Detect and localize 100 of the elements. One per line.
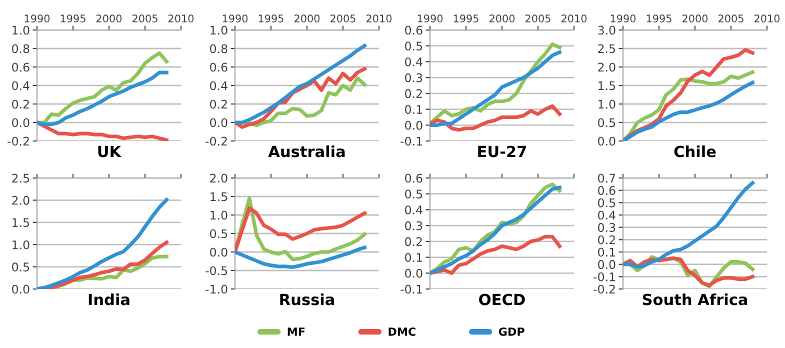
x-tick-label: 2000 xyxy=(294,14,320,22)
x-tick-label: 1995 xyxy=(60,14,86,22)
text: UK xyxy=(98,146,122,158)
line-series xyxy=(37,198,168,289)
y-tick-label: 0.4 xyxy=(598,210,616,220)
y-tick-label: 0.5 xyxy=(598,118,616,128)
y-tick-label: 1.0 xyxy=(12,26,30,35)
x-tick-label: 2010 xyxy=(366,14,392,22)
y-tick-label: 0.4 xyxy=(210,81,228,90)
y-tick-label: -0.2 xyxy=(206,136,227,146)
x-tick-label: 2000 xyxy=(490,14,515,22)
y-tick-label: 2.5 xyxy=(12,174,30,183)
x-tick-label: 1990 xyxy=(418,14,443,22)
x-tick-label: 2010 xyxy=(562,14,587,22)
text: Russia xyxy=(280,293,334,306)
y-tick-label: 2.0 xyxy=(210,174,228,183)
y-tick-label: -0.1 xyxy=(594,272,615,282)
text: India xyxy=(88,293,130,306)
text: OECD xyxy=(479,294,525,306)
y-tick-label: -0.5 xyxy=(206,266,228,276)
x-tick-label: 2005 xyxy=(330,14,356,22)
y-tick-label: 0.5 xyxy=(405,190,422,199)
y-tick-label: 2.0 xyxy=(12,196,30,205)
y-tick-label: 0.2 xyxy=(598,235,615,244)
y-tick-label: -0.2 xyxy=(8,136,29,146)
y-tick-label: 0.0 xyxy=(598,260,616,269)
y-tick-label: 0.2 xyxy=(405,89,422,98)
y-tick-label: 0.7 xyxy=(598,174,616,183)
y-tick-label: 0.4 xyxy=(405,205,422,214)
y-tick-label: 0.2 xyxy=(12,100,29,109)
y-tick-label: 0.5 xyxy=(405,42,422,51)
y-tick-label: 0.5 xyxy=(598,198,616,208)
y-tick-label: 1.0 xyxy=(598,100,616,109)
text: Australia xyxy=(268,145,345,158)
x-tick-label: 2000 xyxy=(96,14,122,22)
y-tick-label: 0.2 xyxy=(405,237,422,246)
y-tick-label: 0.0 xyxy=(12,284,30,294)
line-series xyxy=(235,206,366,254)
y-tick-label: 0.0 xyxy=(210,118,228,128)
x-tick-label: 2005 xyxy=(718,14,744,22)
y-tick-label: -0.1 xyxy=(400,136,422,146)
y-tick-label: 0.3 xyxy=(405,73,422,82)
line-series xyxy=(430,104,562,132)
y-tick-label: 1.0 xyxy=(12,240,30,250)
y-tick-label: 1.5 xyxy=(12,218,30,228)
y-tick-label: 0.3 xyxy=(405,221,422,230)
y-tick-label: 2.0 xyxy=(598,62,616,72)
y-tick-label: 0.8 xyxy=(210,44,228,54)
y-tick-label: 1.5 xyxy=(598,81,616,90)
y-tick-label: 0.4 xyxy=(12,81,30,90)
y-tick-label: 2.5 xyxy=(598,44,616,54)
line-series xyxy=(37,70,168,126)
y-tick-label: 1.0 xyxy=(210,26,228,35)
x-tick-label: 1995 xyxy=(258,14,284,22)
y-tick-label: 0.0 xyxy=(12,118,30,128)
legend-label: MF xyxy=(288,328,305,336)
y-tick-label: 1.0 xyxy=(210,210,228,220)
x-tick-label: 1990 xyxy=(610,14,636,22)
y-tick-label: 0.5 xyxy=(12,262,30,272)
y-tick-label: 0.1 xyxy=(598,248,615,257)
y-tick-label: 3.0 xyxy=(598,26,616,35)
y-tick-label: 0.8 xyxy=(12,44,30,54)
x-tick-label: 2005 xyxy=(132,14,158,22)
x-tick-label: 2005 xyxy=(526,14,550,22)
text: Chile xyxy=(674,145,716,158)
y-tick-label: 0.6 xyxy=(210,62,228,72)
y-tick-label: 1.5 xyxy=(210,192,228,202)
y-tick-label: 0.0 xyxy=(210,248,228,257)
y-tick-label: 0.3 xyxy=(598,223,616,232)
line-series xyxy=(235,246,366,269)
y-tick-label: 0.6 xyxy=(12,62,30,72)
line-series xyxy=(623,181,754,269)
y-tick-label: 0.2 xyxy=(210,100,227,109)
y-tick-label: 0.0 xyxy=(405,268,422,278)
line-series xyxy=(37,51,168,124)
y-tick-label: 0.1 xyxy=(405,105,422,114)
x-tick-label: 2010 xyxy=(754,14,780,22)
x-tick-label: 1990 xyxy=(222,14,248,22)
legend-label: DMC xyxy=(388,327,416,336)
y-tick-label: 0.6 xyxy=(405,174,422,183)
y-tick-label: 0.5 xyxy=(210,229,228,238)
legend-label: GDP xyxy=(498,327,524,336)
x-tick-label: 2010 xyxy=(168,14,194,22)
line-series xyxy=(235,44,366,124)
y-tick-label: -0.1 xyxy=(400,284,422,294)
x-tick-label: 1995 xyxy=(646,14,672,22)
x-tick-label: 1990 xyxy=(24,14,50,22)
y-tick-label: 0.1 xyxy=(405,253,422,262)
y-tick-label: 0.4 xyxy=(405,57,422,66)
y-tick-label: -1.0 xyxy=(206,284,228,294)
x-tick-label: 2000 xyxy=(682,14,708,22)
x-tick-label: 1995 xyxy=(454,14,478,22)
y-tick-label: 0.6 xyxy=(405,26,422,35)
text: EU-27 xyxy=(478,146,526,158)
y-tick-label: 0.6 xyxy=(598,186,616,195)
line-series xyxy=(430,234,562,275)
text: South Africa xyxy=(642,293,748,306)
y-tick-label: -0.2 xyxy=(594,284,615,294)
y-tick-label: 0.0 xyxy=(598,136,616,146)
y-tick-label: 0.0 xyxy=(405,120,422,130)
